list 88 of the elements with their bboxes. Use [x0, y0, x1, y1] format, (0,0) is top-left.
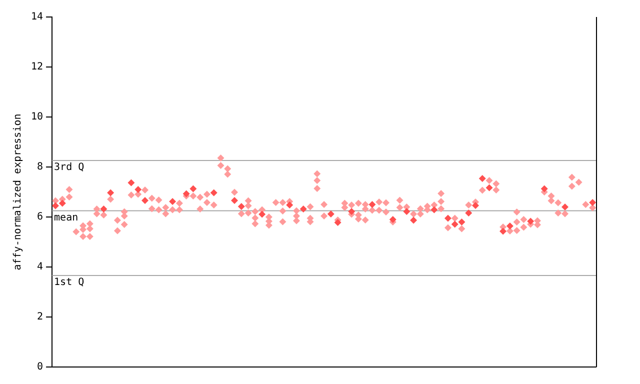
point [203, 199, 210, 206]
point [217, 162, 224, 169]
y-tick-label: 4 [37, 262, 44, 273]
point [210, 189, 218, 196]
point [279, 208, 286, 214]
point [506, 222, 514, 230]
point [548, 197, 555, 204]
point [568, 182, 576, 190]
point [292, 212, 300, 220]
point [458, 218, 466, 226]
ref-line-label: mean [54, 212, 78, 224]
point [348, 208, 356, 215]
point [107, 189, 114, 196]
point [396, 204, 404, 211]
point [376, 206, 383, 214]
point [327, 210, 334, 218]
point [492, 186, 500, 194]
point [141, 197, 148, 204]
y-tick-label: 12 [30, 62, 44, 73]
point [362, 216, 369, 224]
point [410, 216, 418, 224]
point [128, 179, 135, 186]
point [403, 208, 410, 215]
point [252, 220, 259, 228]
point [438, 198, 445, 205]
point [292, 217, 300, 224]
point [320, 212, 328, 220]
point [314, 177, 321, 184]
point [382, 208, 390, 216]
point [231, 197, 238, 204]
y-tick-label: 0 [37, 362, 44, 373]
y-axis-title: affy-normalized expression [12, 114, 24, 270]
point [196, 206, 204, 212]
point [478, 175, 486, 182]
ref-line-label: 3rd Q [54, 162, 84, 174]
point [416, 210, 424, 218]
point [589, 199, 596, 206]
point [182, 190, 190, 198]
point [66, 194, 73, 200]
point [513, 227, 520, 234]
y-tick-label: 14 [30, 12, 44, 23]
point [314, 185, 321, 192]
point [58, 200, 66, 207]
y-tick-label: 6 [37, 212, 44, 223]
point [279, 218, 286, 226]
point [162, 210, 170, 218]
point [238, 203, 245, 210]
point [438, 205, 445, 212]
point [86, 233, 94, 240]
point [451, 220, 458, 228]
point [389, 216, 396, 223]
point [134, 186, 142, 193]
point [300, 206, 307, 212]
point [520, 224, 528, 231]
point [114, 227, 121, 234]
point [513, 218, 520, 226]
point [540, 185, 548, 192]
point [562, 204, 569, 210]
y-tick-label: 8 [37, 162, 44, 173]
point [334, 219, 342, 226]
point [155, 206, 162, 214]
point [486, 184, 493, 192]
point [244, 210, 252, 216]
point [120, 221, 128, 228]
point [430, 206, 438, 214]
point [224, 170, 232, 178]
point [465, 210, 472, 216]
y-tick-label: 10 [30, 112, 44, 123]
point [554, 210, 562, 216]
point [252, 214, 259, 222]
ref-line-label: 1st Q [54, 277, 84, 288]
point [286, 202, 294, 208]
point [190, 185, 197, 192]
point [176, 206, 183, 214]
point [500, 228, 507, 235]
point [80, 233, 87, 240]
y-tick-label: 2 [37, 312, 44, 323]
point [258, 210, 266, 218]
point [444, 214, 452, 222]
point [52, 202, 59, 210]
point [86, 225, 94, 232]
point [100, 206, 108, 212]
point [527, 218, 534, 225]
point [472, 202, 480, 209]
point [244, 202, 252, 210]
point [148, 205, 156, 212]
point [169, 198, 176, 205]
point [368, 201, 376, 208]
